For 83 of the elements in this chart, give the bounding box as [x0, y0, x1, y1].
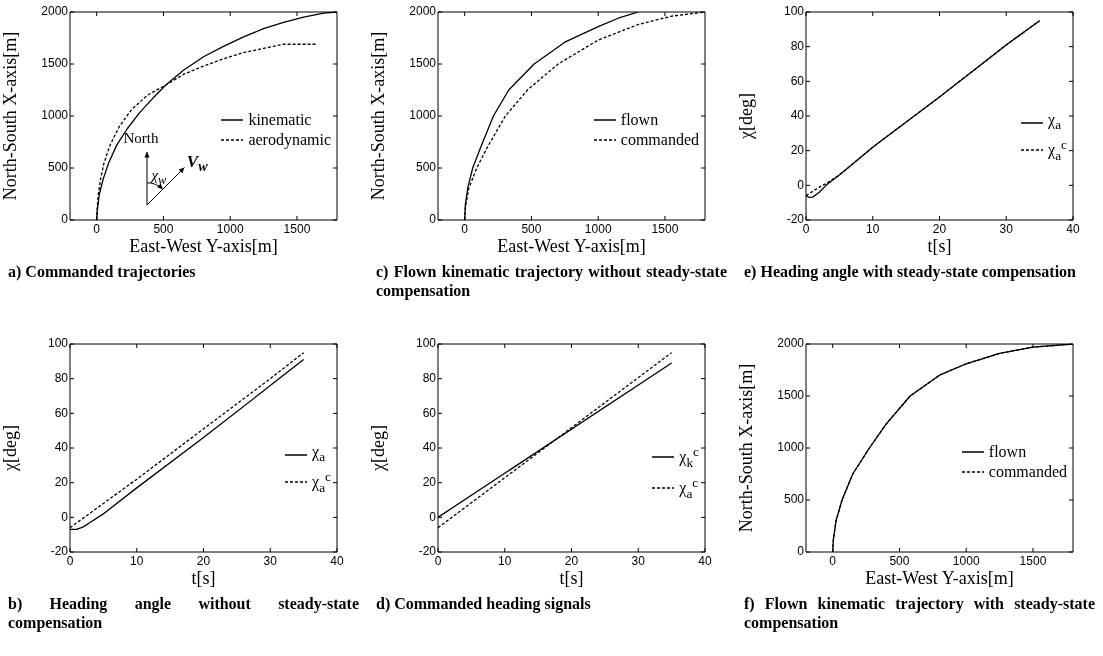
legend-label: χ$_{a}$	[312, 442, 326, 467]
y-tick-label: 60	[790, 73, 805, 88]
y-tick-label: 80	[790, 38, 805, 53]
y-tick-label: 0	[61, 509, 69, 524]
y-tick-label: 500	[415, 160, 437, 175]
text: a) Commanded trajectories	[8, 262, 197, 281]
y-tick-label: 40	[54, 440, 69, 455]
y-tick-label: 100	[783, 4, 805, 19]
x-tick-label: 500	[889, 553, 910, 568]
text: e) Heading angle with steady-state compensation	[744, 262, 1077, 281]
x-tick-label: 500	[521, 221, 542, 236]
x-tick-label: 1000	[584, 221, 612, 236]
legend-label: flown	[620, 110, 659, 130]
y-tick-label: 20	[422, 474, 437, 489]
y-tick-label: 100	[47, 336, 69, 351]
y-tick-label: 20	[790, 142, 805, 157]
x-tick-label: 40	[1066, 221, 1080, 236]
y-axis-title: χ[deg]	[0, 425, 20, 472]
x-tick-label: 40	[330, 553, 344, 568]
x-tick-label: 20	[932, 221, 947, 236]
legend-label: kinematic	[248, 110, 312, 130]
y-tick-label: 2000	[777, 336, 805, 351]
y-axis-title: North-South X-axis[m]	[735, 363, 756, 533]
x-tick-label: 10	[866, 221, 880, 236]
y-tick-label: 2000	[41, 4, 69, 19]
annotation: V$_{w}$	[186, 152, 208, 176]
x-tick-label: 1000	[952, 553, 980, 568]
x-tick-label: 30	[631, 553, 646, 568]
x-axis-title: t[s]	[559, 567, 584, 588]
legend-label: flown	[988, 442, 1027, 462]
x-axis-title: East-West Y-axis[m]	[865, 567, 1014, 588]
y-tick-label: 500	[783, 492, 805, 507]
legend-label: commanded	[620, 130, 699, 150]
annotation: North	[123, 130, 159, 148]
annotation: χ$_{w}$	[151, 167, 167, 189]
y-tick-label: 60	[54, 405, 69, 420]
x-axis-title: East-West Y-axis[m]	[497, 235, 646, 256]
y-axis-title: North-South X-axis[m]	[367, 31, 388, 201]
text: c) Flown kinematic trajectory without steady-state compensation	[376, 262, 727, 300]
y-tick-label: 20	[54, 474, 69, 489]
y-tick-label: 500	[47, 160, 69, 175]
x-axis-title: East-West Y-axis[m]	[129, 235, 278, 256]
x-axis-title: t[s]	[191, 567, 216, 588]
y-tick-label: 1000	[777, 440, 805, 455]
x-tick-label: 0	[93, 221, 101, 236]
y-tick-label: 1000	[409, 108, 437, 123]
y-tick-label: 40	[790, 108, 805, 123]
x-tick-label: 1500	[1019, 553, 1047, 568]
text: b) Heading angle without steady-state compensation	[8, 594, 359, 632]
y-tick-label: 0	[429, 509, 437, 524]
x-tick-label: 0	[461, 221, 469, 236]
legend-label: χ$_{a}$	[1048, 110, 1062, 135]
y-tick-label: 60	[422, 405, 437, 420]
y-tick-label: 0	[797, 177, 805, 192]
y-axis-title: χ[deg]	[735, 93, 756, 140]
y-tick-label: 40	[422, 440, 437, 455]
y-axis-title: χ[deg]	[367, 425, 388, 472]
x-tick-label: 1000	[216, 221, 244, 236]
legend-label: aerodynamic	[248, 130, 331, 150]
x-tick-label: 30	[263, 553, 278, 568]
x-tick-label: 20	[564, 553, 579, 568]
x-axis-title: t[s]	[927, 235, 952, 256]
y-tick-label: 2000	[409, 4, 437, 19]
x-tick-label: 20	[196, 553, 211, 568]
y-tick-label: 1500	[41, 56, 69, 71]
x-tick-label: 40	[698, 553, 712, 568]
y-tick-label: 1500	[409, 56, 437, 71]
y-tick-label: 100	[415, 336, 437, 351]
x-tick-label: 500	[153, 221, 174, 236]
y-tick-label: 1500	[777, 388, 805, 403]
x-tick-label: 30	[999, 221, 1014, 236]
y-tick-label: 1000	[41, 108, 69, 123]
legend-label: commanded	[988, 462, 1067, 482]
x-tick-label: 1500	[283, 221, 311, 236]
text: d) Commanded heading signals	[376, 594, 592, 613]
y-tick-label: 80	[422, 370, 437, 385]
x-tick-label: 0	[829, 553, 837, 568]
text: f) Flown kinematic trajectory with steady-state compensation	[744, 594, 1095, 632]
x-tick-label: 10	[498, 553, 512, 568]
y-axis-title: North-South X-axis[m]	[0, 31, 20, 201]
x-tick-label: 10	[130, 553, 144, 568]
y-tick-label: 80	[54, 370, 69, 385]
x-tick-label: 1500	[651, 221, 679, 236]
